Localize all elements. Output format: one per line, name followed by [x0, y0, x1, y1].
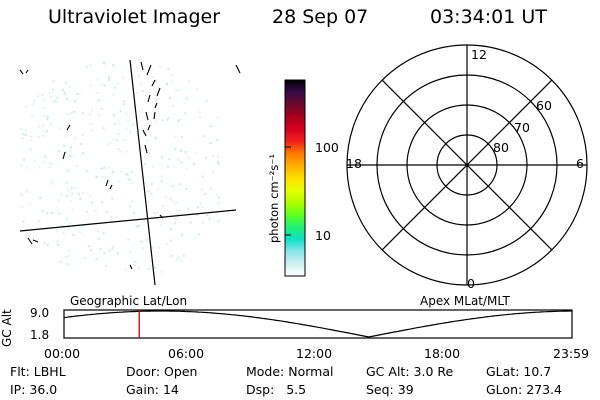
orbit-x-tick-4: 23:59: [553, 346, 590, 361]
status-gc-alt: GC Alt: 3.0 Re: [366, 364, 454, 379]
parallel-line: [19, 209, 237, 232]
apex-label: Apex MLat/MLT: [420, 294, 510, 308]
coastline-fragments: [19, 61, 241, 270]
mlt-label-top: 12: [471, 47, 487, 62]
colorbar: [284, 79, 306, 277]
colorbar-tick-10: 10: [315, 228, 331, 243]
orbit-x-tick-1: 06:00: [168, 346, 205, 361]
mlt-label-left: 18: [346, 156, 362, 171]
status-ip: IP: 36.0: [10, 382, 58, 397]
status-glat: GLat: 10.7: [486, 364, 552, 379]
polar-plot: [346, 44, 588, 286]
status-glon: GLon: 273.4: [486, 382, 562, 397]
image-speckles: [20, 61, 221, 273]
orbit-y-tick-high: 9.0: [30, 306, 50, 320]
time-label: 03:34:01 UT: [430, 6, 547, 28]
status-flt: Flt: LBHL: [10, 364, 66, 379]
mlt-label-bottom: 0: [467, 276, 475, 291]
geographic-image-panel: [19, 59, 241, 286]
orbit-panel: [63, 309, 573, 339]
lat-label-80: 80: [493, 140, 509, 155]
status-door: Door: Open: [126, 364, 198, 379]
status-dsp: Dsp: 5.5: [246, 382, 307, 397]
orbit-y-axis-label: GC Alt: [0, 309, 14, 347]
colorbar-unit-label: photon cm⁻²s⁻¹: [267, 154, 281, 243]
mlt-label-right: 6: [576, 156, 584, 171]
instrument-title: Ultraviolet Imager: [48, 6, 221, 28]
colorbar-tick-100: 100: [315, 140, 339, 155]
orbit-x-tick-2: 12:00: [296, 346, 333, 361]
status-gain: Gain: 14: [126, 382, 179, 397]
orbit-x-tick-0: 00:00: [44, 346, 81, 361]
lat-label-70: 70: [514, 120, 530, 135]
status-mode: Mode: Normal: [246, 364, 334, 379]
lat-label-60: 60: [536, 98, 552, 113]
status-seq: Seq: 39: [366, 382, 414, 397]
geographic-label: Geographic Lat/Lon: [70, 294, 188, 308]
orbit-x-tick-3: 18:00: [424, 346, 461, 361]
date-label: 28 Sep 07: [272, 6, 369, 28]
orbit-y-tick-low: 1.8: [30, 328, 50, 342]
meridian-line: [129, 59, 156, 286]
